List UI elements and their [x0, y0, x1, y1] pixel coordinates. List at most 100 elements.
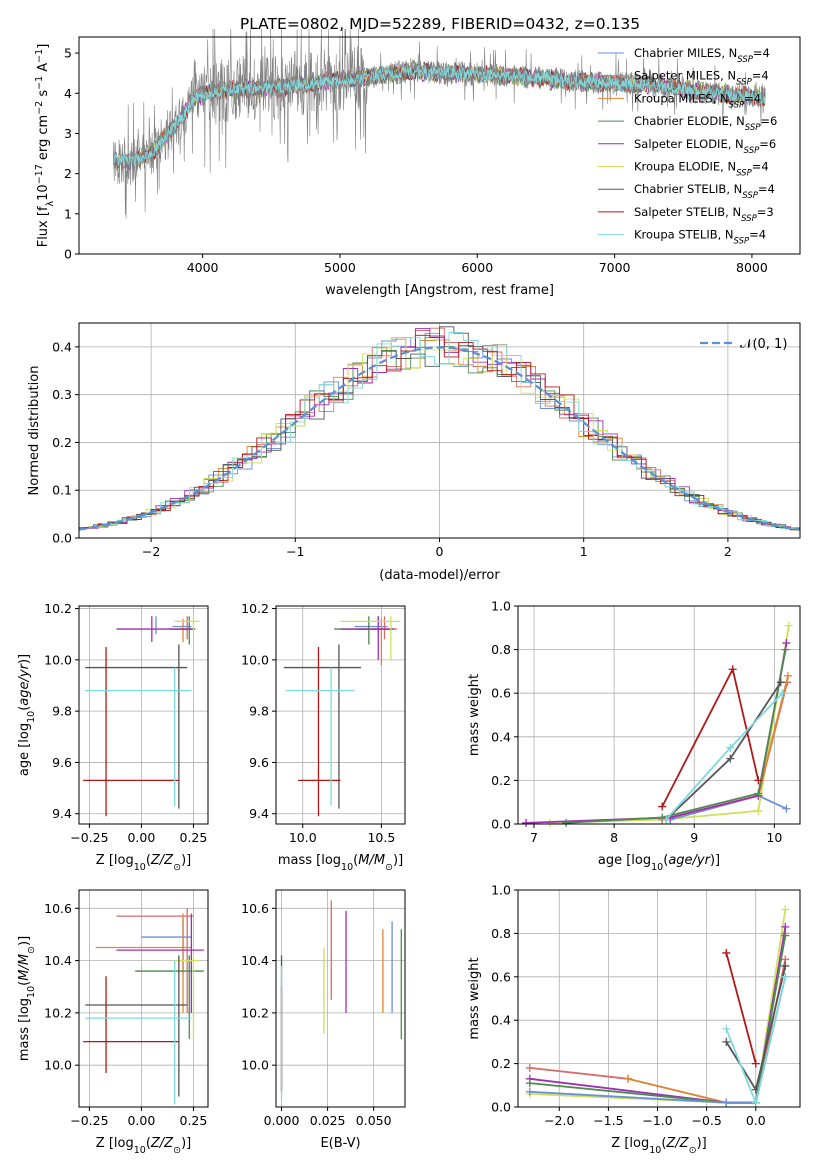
axes-border	[517, 889, 801, 1108]
weight-marker	[781, 972, 790, 981]
residual-histogram	[88, 336, 800, 531]
y-tick-label: 10.6	[241, 901, 269, 916]
y-tick-label: 0.2	[491, 1056, 511, 1071]
axes-age-vs-Z: −0.25 0.00 0.25 9.4 9.6 9.8 10.0 10.2 Z [log10(Z…	[17, 601, 209, 873]
y-tick-label: 9.6	[52, 755, 72, 770]
axes-border	[78, 36, 801, 255]
x-tick-label: 0.25	[180, 1113, 208, 1128]
axes-age-vs-mass: 10.0 10.5 9.4 9.6 9.8 10.0 10.2 mass [log10(M/M…	[241, 601, 406, 873]
axis-frame: −2.0 −1.5 −1.0 −0.5 0.0 0.0 0.2 0.4 0.6 0.8 1.0 Z […	[467, 883, 801, 1156]
y-tick-label: 10.2	[44, 1005, 72, 1020]
y-tick-label: 9.6	[249, 755, 269, 770]
legend-label: Kroupa STELIB, NSSP=4	[634, 228, 766, 247]
axis-frame: −0.25 0.00 0.25 9.4 9.6 9.8 10.0 10.2 Z [log10(Z…	[17, 601, 209, 873]
weight-marker	[781, 905, 790, 914]
figure-title: PLATE=0802, MJD=52289, FIBERID=0432, z=0…	[240, 15, 640, 33]
y-tick-label: 0.8	[491, 642, 511, 657]
y-axis-label: age [log10(age/yr)]	[17, 654, 37, 776]
y-tick-label: 9.4	[249, 806, 269, 821]
x-tick-label: 0.025	[310, 1113, 346, 1128]
y-tick-label: 1	[64, 206, 72, 221]
x-tick-label: 7000	[599, 260, 631, 275]
weight-marker	[722, 1024, 731, 1033]
x-tick-label: −0.25	[70, 1113, 108, 1128]
y-tick-label: 2	[64, 166, 72, 181]
x-axis-label: Z [log10(Z/Z⊙)]	[96, 1136, 191, 1156]
weight-marker	[722, 1037, 731, 1046]
y-tick-label: 10.0	[44, 1058, 72, 1073]
weight-marker	[776, 678, 785, 687]
weight-marker	[525, 1063, 534, 1072]
y-tick-label: 0.0	[491, 817, 511, 832]
y-tick-label: 10.4	[44, 953, 72, 968]
axes-weight-vs-Z: −2.0 −1.5 −1.0 −0.5 0.0 0.0 0.2 0.4 0.6 0.8 1.0 Z […	[467, 883, 801, 1156]
axis-frame: 4000 5000 6000 7000 8000 0 1 2 3 4 5 Chabrier MILES…	[34, 36, 801, 298]
x-tick-label: 0.00	[127, 1113, 155, 1128]
weight-line	[566, 649, 787, 824]
weight-marker	[722, 948, 731, 957]
x-tick-label: 5000	[324, 260, 356, 275]
x-tick-label: −1.0	[642, 1113, 672, 1128]
weight-marker	[781, 645, 790, 654]
y-tick-label: 4	[64, 86, 72, 101]
axis-frame: 10.0 10.5 9.4 9.6 9.8 10.0 10.2 mass [log10(M/M…	[241, 601, 406, 873]
legend-label: Chabrier MILES, NSSP=4	[634, 46, 770, 65]
x-tick-label: 2	[724, 544, 732, 559]
x-tick-label: 9	[690, 830, 698, 845]
x-tick-label: 4000	[187, 260, 219, 275]
y-tick-label: 0.0	[52, 531, 72, 546]
weight-line	[725, 952, 757, 1064]
x-tick-label: 10	[766, 830, 782, 845]
x-tick-label: 6000	[461, 260, 493, 275]
x-tick-label: −2.0	[544, 1113, 574, 1128]
y-tick-label: 0.8	[491, 926, 511, 941]
legend-label: Salpeter MILES, NSSP=4	[634, 69, 769, 88]
x-tick-label: 0	[436, 544, 444, 559]
x-tick-label: 1	[580, 544, 588, 559]
x-tick-label: 0.00	[127, 830, 155, 845]
axes-weight-vs-age: 7 8 9 10 0.0 0.2 0.4 0.6 0.8 1.0 age [log10(age/yr…	[467, 599, 801, 873]
axes-border	[275, 889, 406, 1108]
weight-marker	[525, 1079, 534, 1088]
weight-marker	[522, 818, 531, 827]
weight-marker	[658, 813, 667, 822]
y-tick-label: 10.4	[241, 953, 269, 968]
x-tick-label: 0.000	[264, 1113, 300, 1128]
x-tick-label: 8	[610, 830, 618, 845]
y-tick-label: 0.2	[52, 435, 72, 450]
x-axis-label: wavelength [Angstrom, rest frame]	[325, 283, 554, 298]
axis-frame: 0.000 0.025 0.050 10.0 10.2 10.4 10.6 E(B-V)	[241, 889, 406, 1151]
y-tick-label: 0.4	[491, 729, 511, 744]
legend-label: Chabrier STELIB, NSSP=4	[634, 182, 775, 201]
data-spectrum-line	[113, 28, 766, 219]
axes-mass-vs-Z: −0.25 0.00 0.25 10.0 10.2 10.4 10.6 Z [log10(Z/…	[17, 889, 209, 1156]
y-tick-label: 1.0	[491, 883, 511, 898]
weight-marker	[781, 961, 790, 970]
y-axis-label: mass weight	[467, 674, 482, 756]
x-tick-label: 10.5	[367, 830, 395, 845]
weight-marker	[783, 671, 792, 680]
weight-marker	[525, 1087, 534, 1096]
weight-marker	[662, 815, 671, 824]
weight-marker	[726, 743, 735, 752]
axis-frame: −2 −1 0 1 2 0.0 0.1 0.2 0.3 0.4 𝒩(0, 1) (data-model…	[27, 322, 801, 583]
y-axis-label: mass weight	[467, 957, 482, 1039]
plot-area	[525, 905, 790, 1107]
y-tick-label: 10.6	[44, 901, 72, 916]
y-tick-label: 0.1	[52, 483, 72, 498]
weight-marker	[778, 689, 787, 698]
weight-marker	[728, 665, 737, 674]
weight-marker	[781, 931, 790, 940]
weight-marker	[784, 621, 793, 630]
y-tick-label: 10.2	[44, 601, 72, 616]
axis-frame: −0.25 0.00 0.25 10.0 10.2 10.4 10.6 Z [log10(Z/…	[17, 889, 209, 1156]
x-tick-label: 7	[530, 830, 538, 845]
axes-residuals: −2 −1 0 1 2 0.0 0.1 0.2 0.3 0.4 𝒩(0, 1) (data-model…	[27, 322, 801, 583]
axis-frame: 7 8 9 10 0.0 0.2 0.4 0.6 0.8 1.0 age [log10(age/yr…	[467, 599, 801, 873]
weight-marker	[782, 639, 791, 648]
axes-border	[275, 605, 406, 825]
plot-area	[83, 908, 204, 1105]
y-tick-label: 0.0	[491, 1100, 511, 1115]
weight-marker	[754, 776, 763, 785]
